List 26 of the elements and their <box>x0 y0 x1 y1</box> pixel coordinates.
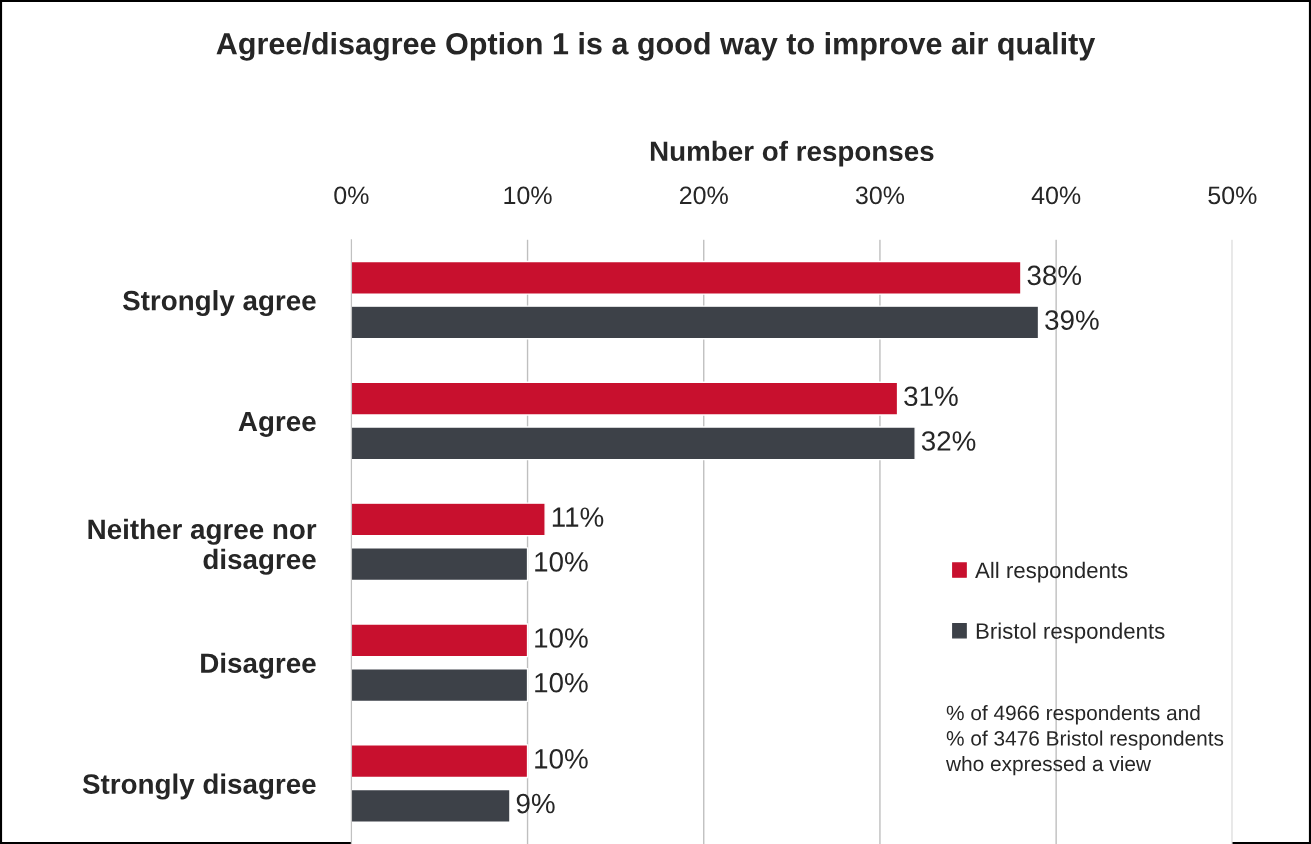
legend-label: Bristol respondents <box>976 622 1165 644</box>
annotation: % of 4966 respondents and % of 3476 Bristol respondents who expressed a view <box>945 705 1224 776</box>
data-label: 39% <box>1045 310 1099 330</box>
x-tick-label: 30% <box>855 186 905 205</box>
data-label: 10% <box>535 672 588 693</box>
chart-title: Agree/disagree Option 1 is a good way to improve air quality <box>216 32 1096 61</box>
data-label: 31% <box>904 386 958 407</box>
x-axis-title: Number of responses <box>650 140 934 167</box>
y-tick-label: Disagree <box>201 652 316 679</box>
x-tick-label: 10% <box>504 186 552 205</box>
x-tick-label: 20% <box>679 186 728 205</box>
y-tick-label: Strongly disagree <box>82 773 316 800</box>
data-label: 9% <box>516 793 555 814</box>
y-tick-label: Strongly agree <box>122 290 316 317</box>
data-label: 10% <box>535 551 588 572</box>
data-label: 32% <box>921 431 976 451</box>
legend-label: All respondents <box>975 561 1128 583</box>
data-label: 11% <box>552 507 604 527</box>
data-label: 10% <box>535 628 588 648</box>
x-tick-label: 0% <box>334 186 369 205</box>
y-tick-label: Agree <box>238 411 316 437</box>
y-tick-label: Neither agree nor disagree <box>88 518 317 575</box>
x-tick-label: 40% <box>1031 186 1081 205</box>
data-label: 38% <box>1027 265 1082 286</box>
x-tick-label: 50% <box>1208 186 1257 205</box>
data-label: 10% <box>535 749 588 769</box>
